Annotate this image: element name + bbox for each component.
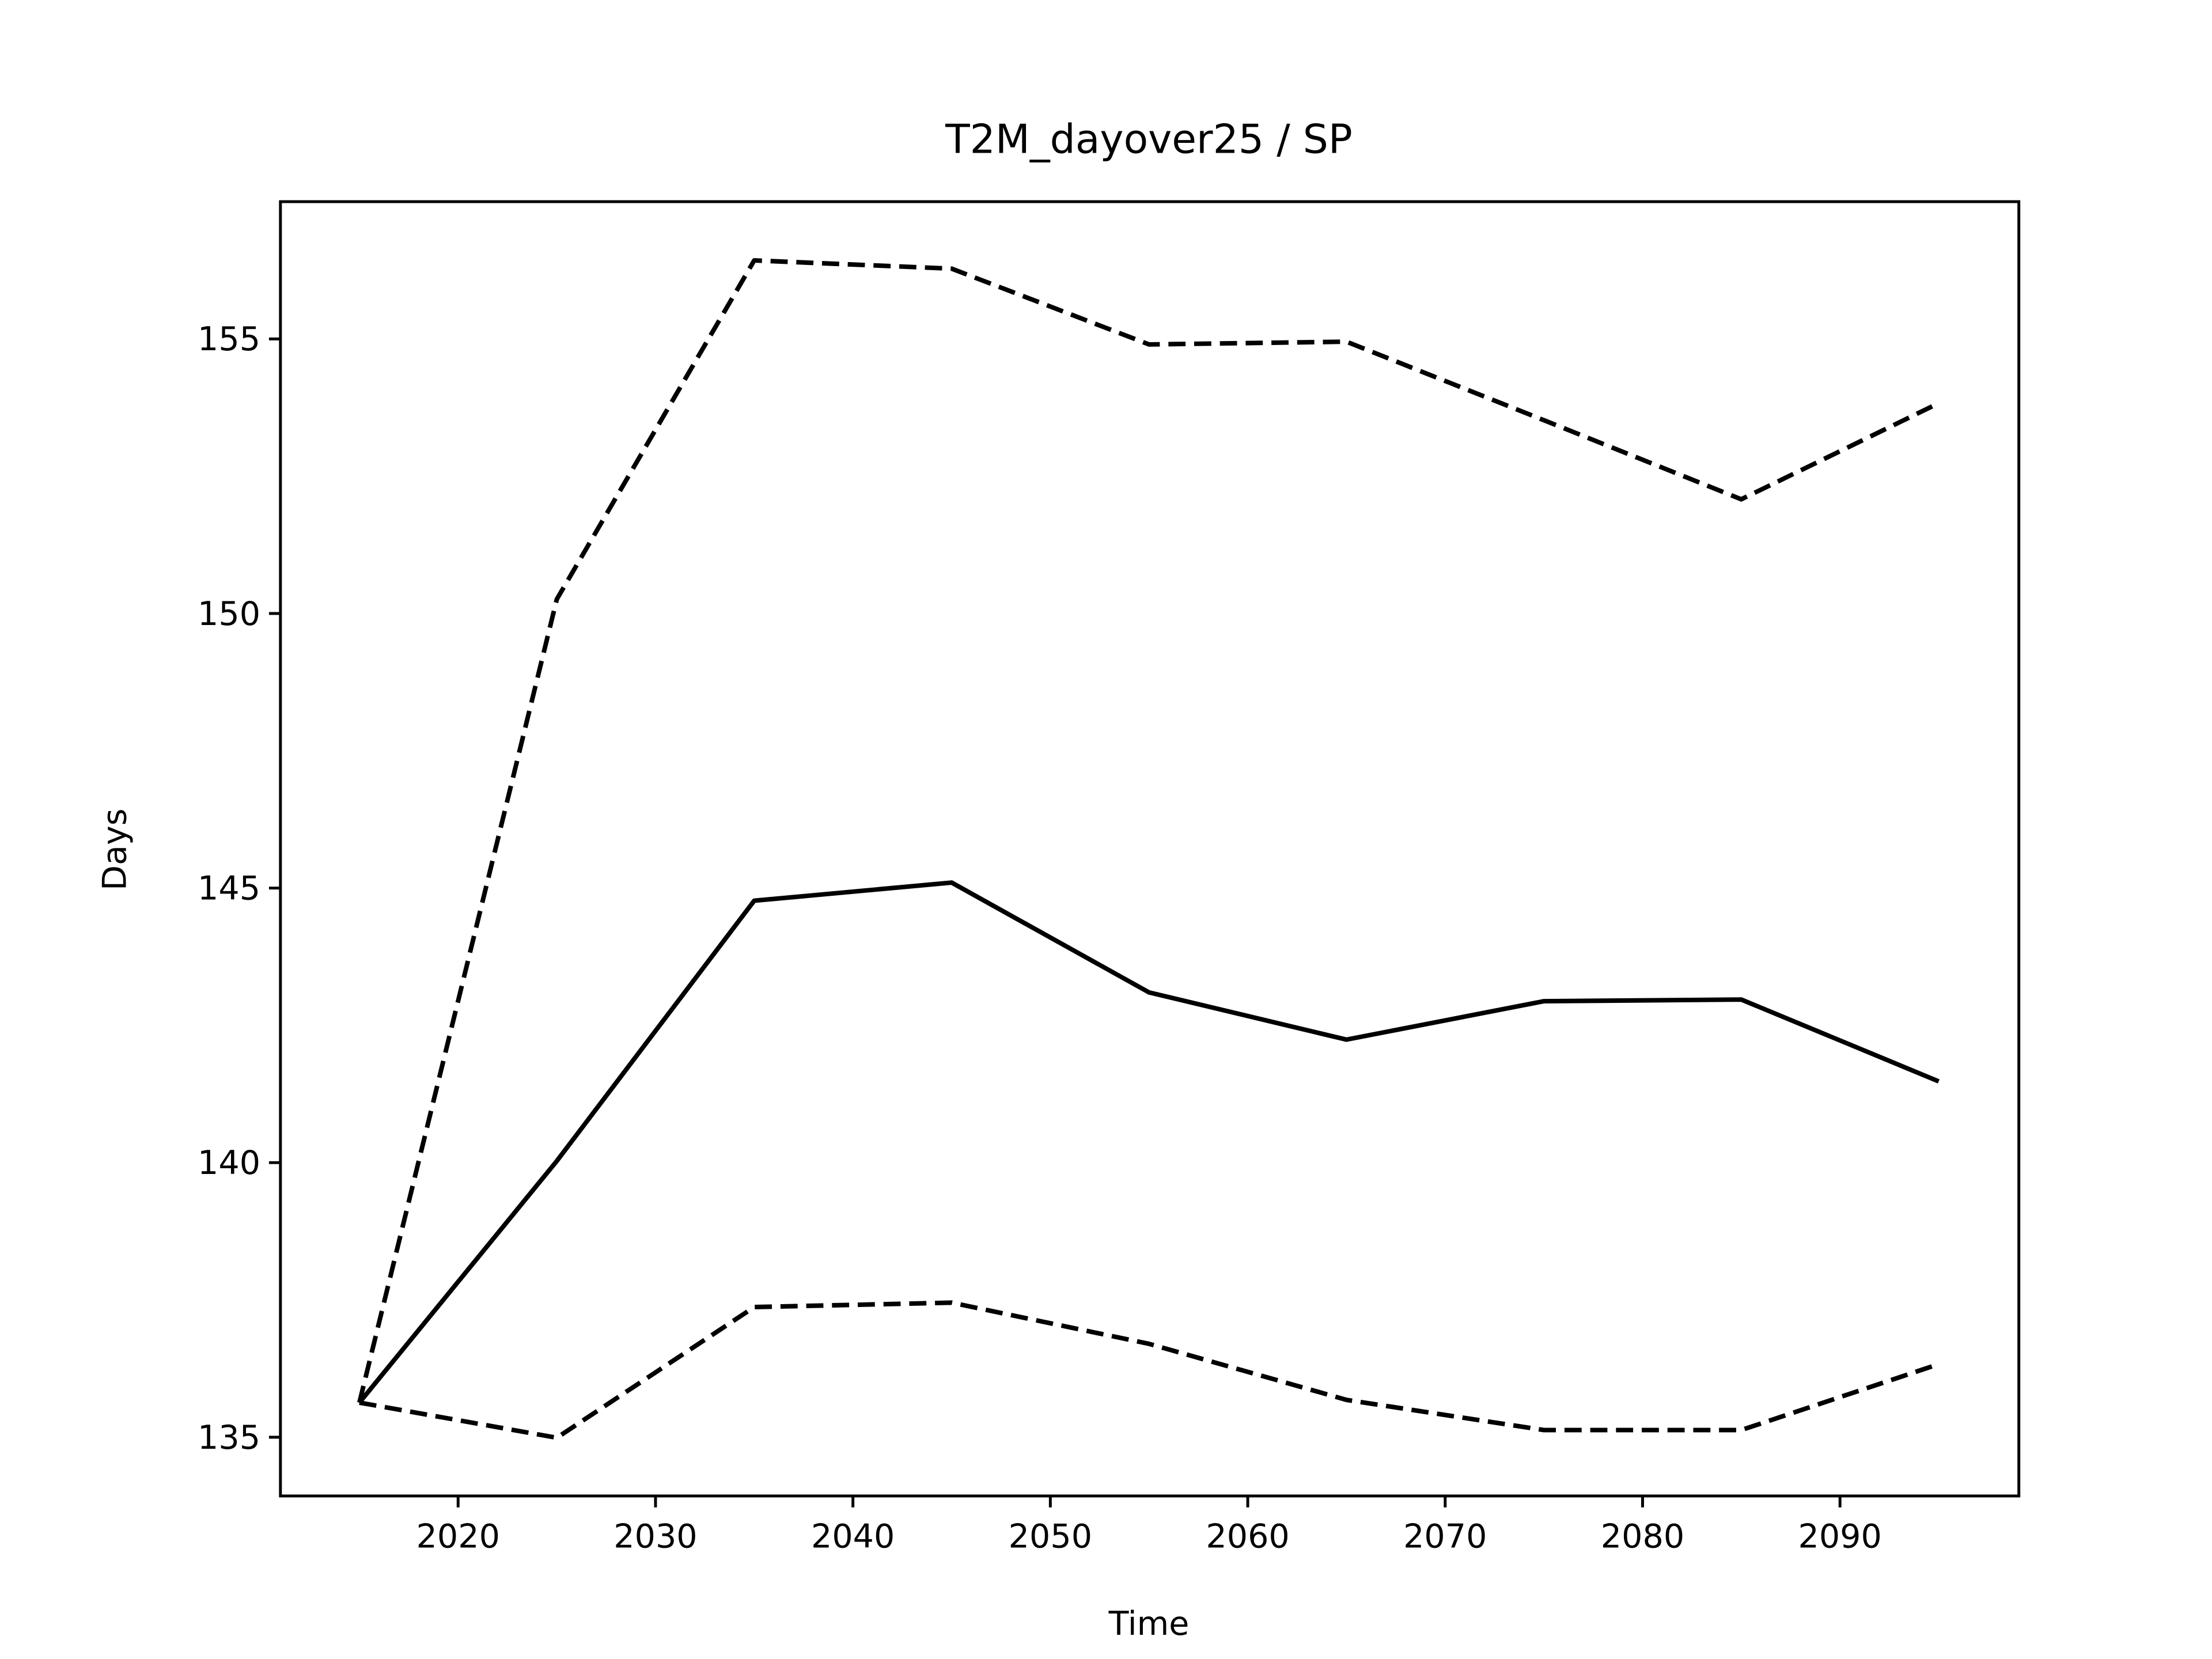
plot-frame bbox=[279, 200, 2021, 1498]
series-line bbox=[357, 880, 1940, 1404]
x-tick-label: 2070 bbox=[1403, 1517, 1487, 1555]
y-tick-label: 150 bbox=[198, 595, 260, 633]
y-tick-label: 135 bbox=[198, 1419, 260, 1457]
x-tick-label: 2020 bbox=[416, 1517, 500, 1555]
y-tick-label: 145 bbox=[198, 870, 260, 908]
x-tick-label: 2060 bbox=[1206, 1517, 1289, 1555]
x-tick-label: 2040 bbox=[811, 1517, 895, 1555]
chart-title: T2M_dayover25 / SP bbox=[945, 116, 1353, 163]
y-axis-label: Days bbox=[96, 809, 134, 891]
y-tick-label: 155 bbox=[198, 320, 260, 358]
series-line bbox=[357, 258, 1940, 1403]
x-tick-label: 2080 bbox=[1601, 1517, 1684, 1555]
x-tick-label: 2090 bbox=[1798, 1517, 1882, 1555]
series-line bbox=[359, 1300, 1940, 1440]
x-tick-label: 2050 bbox=[1009, 1517, 1092, 1555]
y-tick-label: 140 bbox=[198, 1144, 260, 1182]
x-tick-label: 2030 bbox=[613, 1517, 697, 1555]
x-axis-label: Time bbox=[1108, 1605, 1190, 1643]
